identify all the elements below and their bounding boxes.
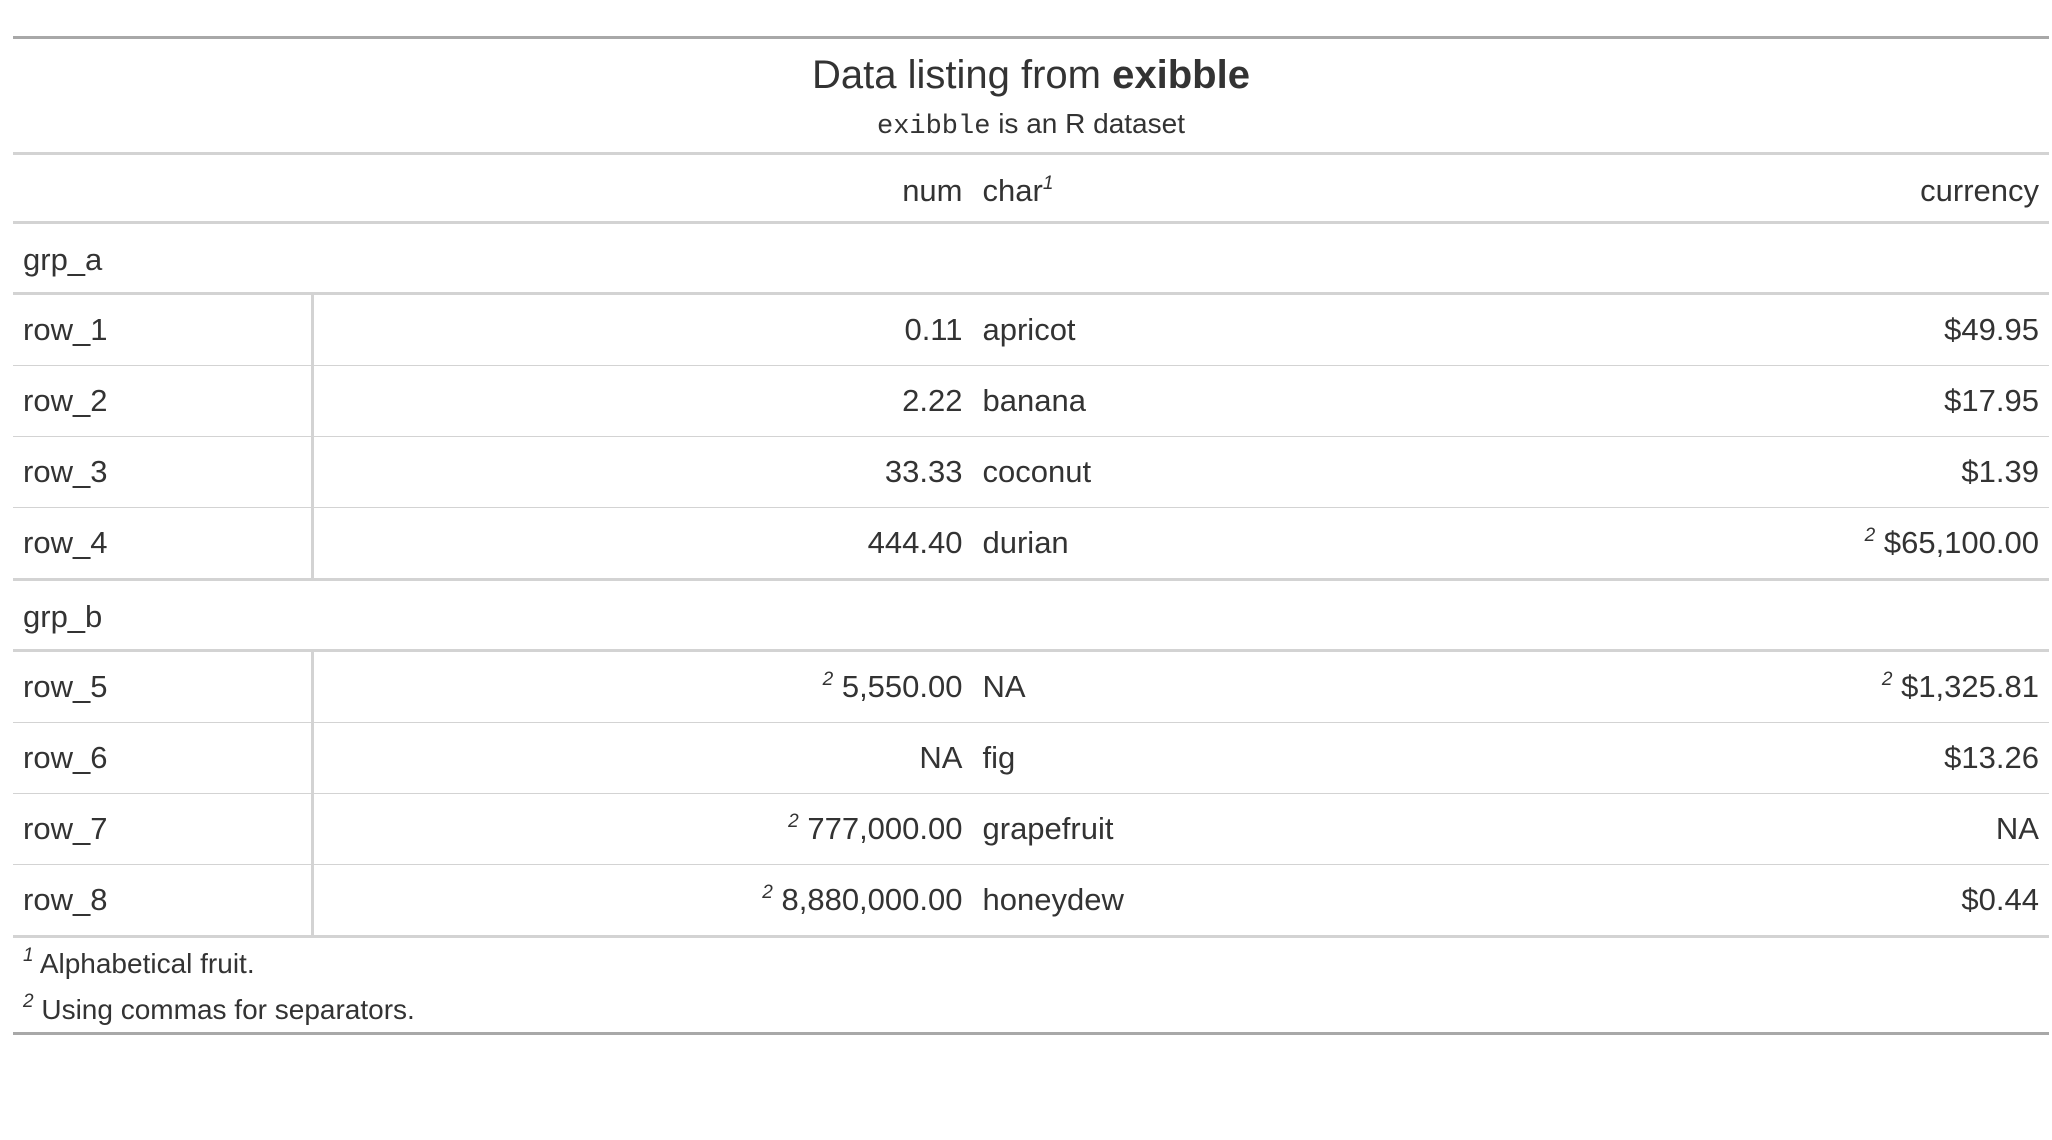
cell-num: 2 777,000.00: [312, 793, 973, 865]
footnote-mark: 2: [788, 811, 799, 832]
row-stub-label: row_5: [13, 650, 314, 723]
table-title: Data listing from exibble: [13, 36, 2049, 98]
footnote-text: Alphabetical fruit.: [39, 948, 255, 979]
footnote-mark: 1: [23, 945, 34, 966]
group-row: grp_b: [13, 579, 2049, 652]
table-body: grp_a row_1 0.11 apricot $49.95 row_2 2.22 bana…: [13, 222, 2049, 938]
cell-char-value: NA: [982, 669, 1026, 704]
cell-num: 2.22: [312, 365, 973, 437]
footnote-mark: 2: [1864, 525, 1876, 546]
cell-num: NA: [312, 722, 973, 794]
group-row: grp_a: [13, 222, 2049, 295]
cell-currency: NA: [1512, 793, 2049, 865]
cell-currency-value: $0.44: [1961, 882, 2039, 917]
cell-num: 2 8,880,000.00: [312, 864, 973, 938]
table-subtitle-row: exibble is an R dataset: [13, 98, 2049, 155]
cell-num-value: 777,000.00: [807, 811, 963, 846]
cell-num: 2 5,550.00: [312, 650, 973, 723]
footnote-row: 1 Alphabetical fruit.: [13, 937, 2049, 981]
footnote-2: 2 Using commas for separators.: [13, 980, 2049, 1035]
cell-currency-value: NA: [1995, 811, 2039, 846]
cell-num-value: NA: [919, 740, 963, 775]
cell-char-value: apricot: [982, 312, 1076, 347]
cell-currency: 2 $65,100.00: [1512, 507, 2049, 581]
row-stub-label: row_3: [13, 436, 314, 508]
row-stub-label: row_8: [13, 864, 314, 938]
cell-num-value: 5,550.00: [841, 669, 963, 704]
table-title-prefix: Data listing from: [812, 53, 1113, 97]
cell-char: coconut: [972, 436, 1513, 508]
table-row: row_2 2.22 banana $17.95: [13, 365, 2049, 437]
column-header-num: num: [312, 153, 973, 224]
table-row: row_6 NA fig $13.26: [13, 722, 2049, 794]
footnote-mark: 2: [762, 882, 773, 903]
group-label: grp_a: [13, 222, 2049, 295]
column-header-row: num char1 currency: [13, 153, 2049, 224]
footnote-text: Using commas for separators.: [41, 994, 415, 1025]
subtitle-text: is an R dataset: [990, 108, 1185, 139]
cell-currency-value: $13.26: [1944, 740, 2039, 775]
cell-char-value: coconut: [982, 454, 1092, 489]
row-stub-label: row_4: [13, 507, 314, 581]
cell-num-value: 8,880,000.00: [781, 882, 963, 917]
footnote-mark: 2: [1881, 669, 1893, 690]
row-stub-label: row_2: [13, 365, 314, 437]
table-title-bold: exibble: [1112, 53, 1250, 97]
group-label: grp_b: [13, 579, 2049, 652]
row-stub-label: row_6: [13, 722, 314, 794]
cell-currency: $49.95: [1512, 293, 2049, 366]
cell-currency: 2 $1,325.81: [1512, 650, 2049, 723]
column-header-currency: currency: [1512, 153, 2049, 224]
table-subtitle: exibble is an R dataset: [13, 98, 2049, 155]
data-table: Data listing from exibble exibble is an …: [13, 36, 2049, 1035]
cell-num-value: 0.11: [904, 312, 963, 347]
footnote-mark: 2: [23, 991, 34, 1012]
row-stub-label: row_1: [13, 293, 314, 366]
cell-char-value: grapefruit: [982, 811, 1114, 846]
cell-currency-value: $65,100.00: [1883, 525, 2039, 560]
table-title-row: Data listing from exibble: [13, 36, 2049, 98]
table-row: row_3 33.33 coconut $1.39: [13, 436, 2049, 508]
table-row: row_1 0.11 apricot $49.95: [13, 293, 2049, 366]
cell-char: fig: [972, 722, 1513, 794]
table-row: row_4 444.40 durian 2 $65,100.00: [13, 507, 2049, 581]
stub-header: [13, 153, 313, 224]
cell-currency-value: $49.95: [1944, 312, 2039, 347]
cell-char: banana: [972, 365, 1513, 437]
cell-char-value: durian: [982, 525, 1069, 560]
cell-currency: $1.39: [1512, 436, 2049, 508]
cell-char: apricot: [972, 293, 1513, 366]
cell-currency: $13.26: [1512, 722, 2049, 794]
cell-char: durian: [972, 507, 1513, 581]
cell-char-value: honeydew: [982, 882, 1124, 917]
cell-num: 33.33: [312, 436, 973, 508]
column-header-char: char1: [972, 153, 1513, 224]
table-row: row_8 2 8,880,000.00 honeydew $0.44: [13, 864, 2049, 938]
cell-char: honeydew: [972, 864, 1513, 938]
table-row: row_7 2 777,000.00 grapefruit NA: [13, 793, 2049, 865]
cell-num: 444.40: [312, 507, 973, 581]
cell-currency-value: $1,325.81: [1901, 669, 2039, 704]
cell-currency: $17.95: [1512, 365, 2049, 437]
subtitle-code: exibble: [877, 112, 991, 142]
cell-char: grapefruit: [972, 793, 1513, 865]
cell-char-value: fig: [982, 740, 1016, 775]
column-header-char-label: char: [982, 173, 1043, 208]
footnote-row: 2 Using commas for separators.: [13, 980, 2049, 1035]
cell-num-value: 2.22: [902, 383, 963, 418]
row-stub-label: row_7: [13, 793, 314, 865]
cell-currency-value: $1.39: [1961, 454, 2039, 489]
table-row: row_5 2 5,550.00 NA 2 $1,325.81: [13, 650, 2049, 723]
cell-num-value: 444.40: [867, 525, 963, 560]
cell-char: NA: [972, 650, 1513, 723]
cell-currency: $0.44: [1512, 864, 2049, 938]
data-table-container: Data listing from exibble exibble is an …: [13, 36, 2049, 1035]
cell-num: 0.11: [312, 293, 973, 366]
footnote-1: 1 Alphabetical fruit.: [13, 937, 2049, 981]
cell-char-value: banana: [982, 383, 1086, 418]
cell-currency-value: $17.95: [1944, 383, 2039, 418]
cell-num-value: 33.33: [884, 454, 963, 489]
footnote-mark: 2: [822, 669, 834, 690]
footnote-mark: 1: [1042, 173, 1054, 194]
